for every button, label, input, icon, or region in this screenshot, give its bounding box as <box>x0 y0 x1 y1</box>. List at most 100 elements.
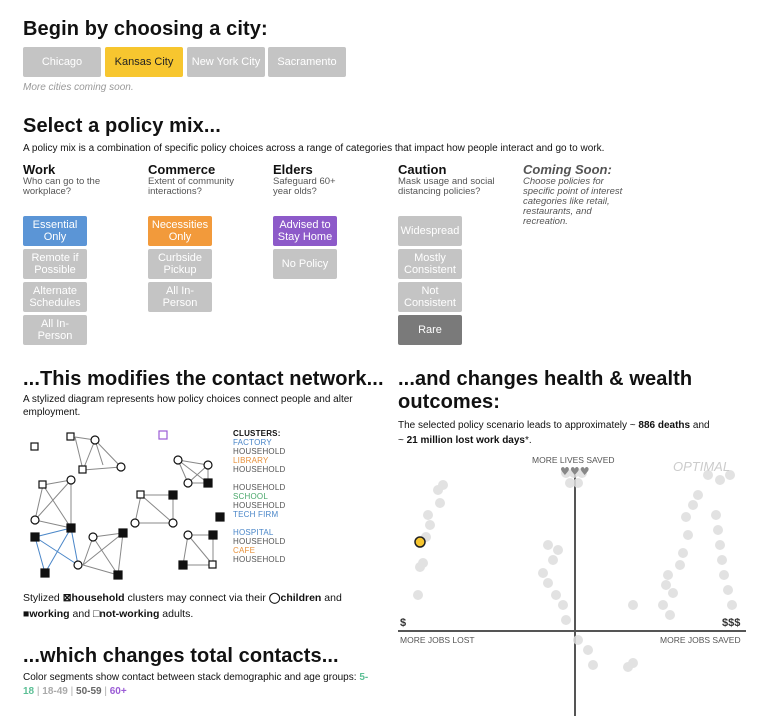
commerce-option-necessities-only[interactable]: Necessities Only <box>148 216 212 246</box>
cluster-label: HOUSEHOLD <box>233 501 286 510</box>
caution-option-mostly-consistent[interactable]: Mostly Consistent <box>398 249 462 279</box>
city-button-new-york-city[interactable]: New York City <box>187 47 265 77</box>
cluster-label: CAFE <box>233 546 256 555</box>
scenario-points <box>413 468 737 672</box>
cluster-list: FACTORY HOUSEHOLD LIBRARY HOUSEHOLD HOUSEHOL… <box>233 438 285 564</box>
outcomes-summary: The selected policy scenario leads to ap… <box>398 418 748 448</box>
work-subtitle: Who can go to the workplace? <box>23 176 101 197</box>
more-jobs-saved-label: MORE JOBS SAVED <box>660 635 741 645</box>
network-description: A stylized diagram represents how policy… <box>23 394 353 418</box>
policy-description: A policy mix is a combination of specifi… <box>23 143 605 154</box>
work-option-essential-only[interactable]: Essential Only <box>23 216 87 246</box>
outcomes-text-part: and <box>690 420 710 431</box>
clusters-title: CLUSTERS: <box>233 429 281 438</box>
legend-working: working <box>29 608 70 620</box>
age-group-label: 18-49 <box>42 686 68 697</box>
cluster-label <box>233 474 285 483</box>
legend-text-part: and <box>321 592 342 604</box>
city-button-chicago[interactable]: Chicago <box>23 47 101 77</box>
age-group-list: 5-18 | 18-49 | 50-59 | 60+ <box>23 672 368 697</box>
working-square-icon: ■ <box>23 608 30 620</box>
policy-heading: Select a policy mix... <box>23 115 221 137</box>
commerce-column: Commerce Extent of community interaction… <box>148 162 253 197</box>
outcomes-text-part: ~ <box>398 435 407 446</box>
cluster-label: HOUSEHOLD <box>233 537 286 546</box>
age-group-label: 60+ <box>109 686 127 697</box>
commerce-subtitle: Extent of community interactions? <box>148 176 235 197</box>
elders-option-no-policy[interactable]: No Policy <box>273 249 337 279</box>
optimal-label: OPTIMAL <box>673 459 731 474</box>
outcomes-text-part: The selected policy scenario leads to ap… <box>398 420 639 431</box>
child-circle-icon: ◯ <box>268 592 281 604</box>
elders-subtitle: Safeguard 60+ year olds? <box>273 176 336 197</box>
network-legend-text: Stylized ⊠household clusters may connect… <box>23 590 373 622</box>
outcomes-text-part: *. <box>525 435 532 446</box>
coming-soon-text: Choose policies for specific point of in… <box>523 176 623 227</box>
lost-days-value: 21 million lost work days <box>406 435 525 446</box>
commerce-option-all-in-person[interactable]: All In-Person <box>148 282 212 312</box>
cluster-label: HOUSEHOLD <box>233 555 286 564</box>
contacts-description: Color segments show contact between stac… <box>23 671 373 699</box>
cluster-label: HOUSEHOLD <box>233 465 286 474</box>
work-option-alternate-schedules[interactable]: Alternate Schedules <box>23 282 87 312</box>
contacts-description-text: Color segments show contact between stac… <box>23 672 357 683</box>
legend-household: household <box>71 592 125 604</box>
outcomes-plot: ♥♥♥ <box>398 465 746 716</box>
work-option-remote-if-possible[interactable]: Remote if Possible <box>23 249 87 279</box>
household-symbol: ⊠ <box>62 592 72 604</box>
city-heading: Begin by choosing a city: <box>23 18 268 40</box>
more-lives-saved-label: MORE LIVES SAVED <box>532 455 615 465</box>
legend-text-part: clusters may connect via their <box>124 592 269 604</box>
legend-text-part: and <box>69 608 93 620</box>
commerce-option-curbside-pickup[interactable]: Curbside Pickup <box>148 249 212 279</box>
cluster-label: TECH FIRM <box>233 510 279 519</box>
caution-option-rare[interactable]: Rare <box>398 315 462 345</box>
age-group-label: 50-59 <box>76 686 102 697</box>
axis-left-symbol: $ <box>400 617 407 629</box>
elders-option-advised-to-stay-home[interactable]: Advised to Stay Home <box>273 216 337 246</box>
work-column: Work Who can go to the workplace? <box>23 162 128 197</box>
cluster-label: LIBRARY <box>233 456 269 465</box>
age-group-separator: | <box>34 686 43 697</box>
caution-title: Caution <box>398 162 447 177</box>
legend-text-part: adults. <box>159 608 194 620</box>
deaths-value: 886 deaths <box>638 420 691 431</box>
age-group-separator: | <box>67 686 77 697</box>
caution-option-not-consistent[interactable]: Not Consistent <box>398 282 462 312</box>
legend-not-working: not-working <box>99 608 160 620</box>
clusters-legend: CLUSTERS: FACTORY HOUSEHOLD LIBRARY HOUSEHO… <box>233 429 285 564</box>
age-group-label: 5-18 <box>23 672 369 697</box>
coming-soon-title: Coming Soon: <box>523 162 612 177</box>
coming-soon-column: Coming Soon: Choose policies for specifi… <box>523 162 633 227</box>
svg-text:♥♥♥: ♥♥♥ <box>560 465 590 478</box>
outcomes-heading-line2: outcomes: <box>398 391 501 413</box>
legend-children: children <box>280 592 322 604</box>
commerce-title: Commerce <box>148 162 216 177</box>
more-jobs-lost-label: MORE JOBS LOST <box>400 635 475 645</box>
cluster-label: SCHOOL <box>233 492 268 501</box>
elders-title: Elders <box>273 162 313 177</box>
axis-right-symbol: $$$ <box>722 617 741 629</box>
cities-coming-note: More cities coming soon. <box>23 82 134 93</box>
caution-column: Caution Mask usage and social distancing… <box>398 162 503 197</box>
selected-scenario-point[interactable] <box>414 536 426 548</box>
work-title: Work <box>23 162 56 177</box>
heart-icons: ♥♥♥ <box>560 465 590 478</box>
caution-option-widespread[interactable]: Widespread <box>398 216 462 246</box>
contacts-heading: ...which changes total contacts... <box>23 645 339 667</box>
not-working-square-icon: □ <box>92 608 100 620</box>
city-button-sacramento[interactable]: Sacramento <box>268 47 346 77</box>
elders-column: Elders Safeguard 60+ year olds? <box>273 162 378 197</box>
legend-text-part: Stylized <box>23 592 63 604</box>
age-group-separator: | <box>101 686 110 697</box>
outcomes-heading: ...and changes health & wealth outcomes: <box>398 368 692 414</box>
cluster-label: HOUSEHOLD <box>233 447 286 456</box>
network-heading: ...This modifies the contact network... <box>23 368 384 390</box>
work-option-all-in-person[interactable]: All In-Person <box>23 315 87 345</box>
caution-subtitle: Mask usage and social distancing policie… <box>398 176 495 197</box>
outcomes-heading-line1: ...and changes health & wealth <box>398 368 693 390</box>
city-button-kansas-city[interactable]: Kansas City <box>105 47 183 77</box>
contact-network-diagram <box>30 430 225 580</box>
cluster-label: FACTORY <box>233 438 272 447</box>
cluster-label: HOSPITAL <box>233 528 274 537</box>
